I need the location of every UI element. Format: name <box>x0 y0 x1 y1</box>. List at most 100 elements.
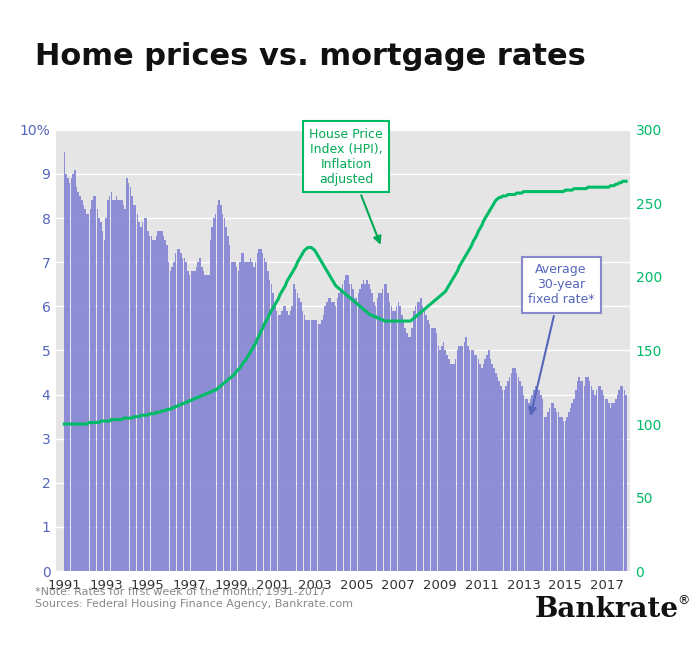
Bar <box>580 382 582 571</box>
Bar <box>577 382 578 571</box>
Bar <box>452 363 453 571</box>
Bar <box>119 201 121 571</box>
Bar <box>312 319 314 571</box>
Bar <box>229 245 230 571</box>
Bar <box>426 315 427 571</box>
Bar <box>105 218 107 571</box>
Bar <box>559 417 561 571</box>
Text: ®: ® <box>677 594 690 607</box>
Bar <box>132 196 133 571</box>
Bar <box>340 289 342 571</box>
Bar <box>104 240 105 571</box>
Bar <box>208 275 209 571</box>
Bar <box>246 262 248 571</box>
Bar <box>227 236 229 571</box>
Bar <box>561 417 563 571</box>
Bar <box>547 412 549 571</box>
Bar <box>405 328 406 571</box>
Bar <box>446 355 448 571</box>
Bar <box>304 315 305 571</box>
Bar <box>216 205 218 571</box>
Bar <box>180 253 182 571</box>
Bar <box>352 289 354 571</box>
Bar <box>126 178 128 571</box>
Bar <box>603 395 604 571</box>
Text: *Note: Rates for first week of the month, 1991-2017
Sources: Federal Housing Fin: *Note: Rates for first week of the month… <box>35 587 353 609</box>
Bar <box>429 324 430 571</box>
Bar <box>398 302 399 571</box>
Bar <box>140 227 141 571</box>
Bar <box>497 377 498 571</box>
Bar <box>169 271 172 571</box>
Bar <box>387 293 388 571</box>
Bar <box>467 346 469 571</box>
Bar <box>204 275 206 571</box>
Bar <box>206 275 208 571</box>
Bar <box>443 341 444 571</box>
Bar <box>610 408 611 571</box>
Bar <box>146 218 147 571</box>
Bar <box>183 258 186 571</box>
Bar <box>384 284 385 571</box>
Bar <box>592 390 594 571</box>
Bar <box>232 262 234 571</box>
Bar <box>444 350 446 571</box>
Bar <box>463 341 466 571</box>
Bar <box>284 306 286 571</box>
Bar <box>274 302 276 571</box>
Bar <box>211 227 213 571</box>
Bar <box>526 399 528 571</box>
Bar <box>279 315 281 571</box>
Bar <box>512 368 514 571</box>
Bar <box>566 417 568 571</box>
Bar <box>521 386 523 571</box>
Bar <box>187 271 188 571</box>
Bar <box>523 395 524 571</box>
Bar <box>90 209 91 571</box>
Bar <box>125 209 126 571</box>
Text: House Price
Index (HPI),
Inflation
adjusted: House Price Index (HPI), Inflation adjus… <box>309 128 383 243</box>
Bar <box>392 311 394 571</box>
Bar <box>613 404 615 571</box>
Bar <box>347 275 349 571</box>
Bar <box>488 350 489 571</box>
Bar <box>470 350 473 571</box>
Bar <box>413 311 415 571</box>
Bar <box>528 404 530 571</box>
Bar <box>535 386 536 571</box>
Bar <box>253 267 255 571</box>
Bar <box>410 337 412 571</box>
Bar <box>176 249 178 571</box>
Bar <box>415 306 416 571</box>
Bar <box>331 302 333 571</box>
Bar <box>78 191 79 571</box>
Bar <box>412 328 413 571</box>
Bar <box>379 293 380 571</box>
Bar <box>271 284 272 571</box>
Bar <box>620 386 622 571</box>
Bar <box>456 350 459 571</box>
Bar <box>358 293 359 571</box>
Bar <box>466 337 467 571</box>
Bar <box>172 267 173 571</box>
Bar <box>293 284 295 571</box>
Bar <box>158 231 159 571</box>
Bar <box>318 324 319 571</box>
Bar <box>361 284 363 571</box>
Bar <box>498 382 500 571</box>
Bar <box>416 302 418 571</box>
Bar <box>290 311 291 571</box>
Bar <box>422 306 423 571</box>
Bar <box>516 373 517 571</box>
Bar <box>582 382 584 571</box>
Bar <box>596 390 597 571</box>
Bar <box>93 196 95 571</box>
Bar <box>591 386 592 571</box>
Bar <box>265 262 267 571</box>
Bar <box>617 395 618 571</box>
Bar <box>314 319 316 571</box>
Bar <box>267 271 269 571</box>
Bar <box>344 280 345 571</box>
Bar <box>556 412 557 571</box>
Bar <box>449 363 452 571</box>
